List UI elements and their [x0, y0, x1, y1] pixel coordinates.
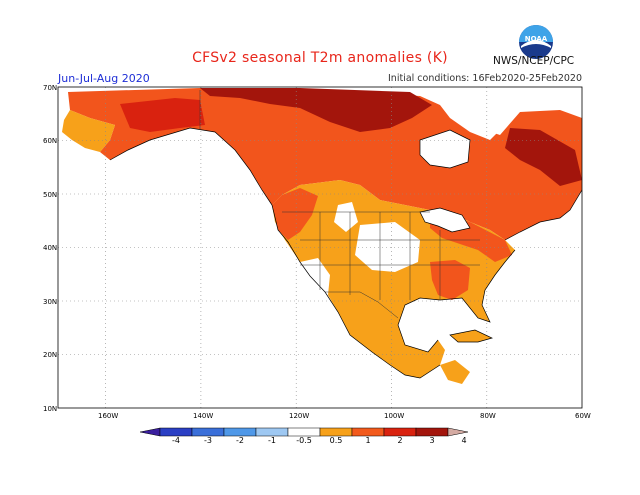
- lon-label: 100W: [384, 412, 404, 420]
- northwest-red-anomaly-region: [272, 188, 318, 240]
- colorbar-label: 4: [461, 436, 467, 445]
- central-us-near-normal-region: [355, 222, 420, 272]
- colorbar-swatch: [287, 427, 321, 437]
- rockies-near-normal-region: [334, 202, 358, 232]
- lat-label: 20N: [43, 351, 57, 359]
- noaa-logo-icon: NOAA: [519, 25, 553, 59]
- initial-conditions-label: Initial conditions: 16Feb2020-25Feb2020: [388, 73, 582, 84]
- colorbar-label: -1: [268, 436, 276, 445]
- colorbar-swatch: [139, 427, 161, 437]
- colorbar-swatch: [255, 427, 289, 437]
- colorbar-label: 1: [365, 436, 371, 445]
- lat-label: 40N: [43, 244, 57, 252]
- season-label: Jun-Jul-Aug 2020: [58, 72, 150, 85]
- colorbar: [139, 427, 469, 437]
- agency-label: NWS/NCEP/CPC: [493, 55, 575, 67]
- lon-label: 160W: [98, 412, 118, 420]
- colorbar-swatch: [415, 427, 449, 437]
- lon-label: 60W: [575, 412, 591, 420]
- coastlines: [109, 127, 583, 379]
- colorbar-label: -0.5: [296, 436, 312, 445]
- map-border: [57, 86, 583, 409]
- colorbar-swatch: [383, 427, 417, 437]
- lat-label: 70N: [43, 84, 57, 92]
- southwest-near-normal-region: [300, 258, 330, 298]
- arctic-ocean-gap: [450, 88, 582, 110]
- longitude-labels: 160W 140W 120W 100W 80W 60W: [98, 412, 591, 420]
- colorbar-label: -3: [204, 436, 212, 445]
- lon-label: 80W: [480, 412, 496, 420]
- colorbar-swatch: [351, 427, 385, 437]
- arctic-warm-anomaly-region: [200, 88, 432, 132]
- lon-label: 120W: [289, 412, 309, 420]
- gridlines: [58, 87, 582, 408]
- lat-label: 10N: [43, 405, 57, 413]
- hudson-bay: [420, 130, 470, 168]
- latitude-labels: 70N 60N 50N 40N 30N 20N 10N: [43, 84, 57, 413]
- lat-label: 60N: [43, 137, 57, 145]
- colorbar-label: 0.5: [329, 436, 343, 445]
- central-america-region: [440, 360, 470, 384]
- colorbar-label: 3: [429, 436, 435, 445]
- page-title: CFSv2 seasonal T2m anomalies (K): [192, 50, 448, 66]
- lat-label: 50N: [43, 191, 57, 199]
- colorbar-swatch: [159, 427, 193, 437]
- colorbar-label: 2: [397, 436, 403, 445]
- colorbar-label: -4: [172, 436, 180, 445]
- colorbar-swatch: [319, 427, 353, 437]
- western-alaska-region: [62, 110, 115, 152]
- colorbar-label: -2: [236, 436, 244, 445]
- lon-label: 140W: [193, 412, 213, 420]
- logo-text: NOAA: [525, 35, 548, 43]
- alaska-red-anomaly-region: [120, 98, 205, 132]
- great-lakes: [420, 208, 470, 232]
- colorbar-swatch: [223, 427, 257, 437]
- political-borders: [199, 90, 480, 319]
- lat-label: 30N: [43, 298, 57, 306]
- baffin-bay: [440, 100, 505, 140]
- colorbar-swatch: [191, 427, 225, 437]
- colorbar-swatch: [447, 427, 469, 437]
- labrador-warm-anomaly-region: [505, 128, 582, 186]
